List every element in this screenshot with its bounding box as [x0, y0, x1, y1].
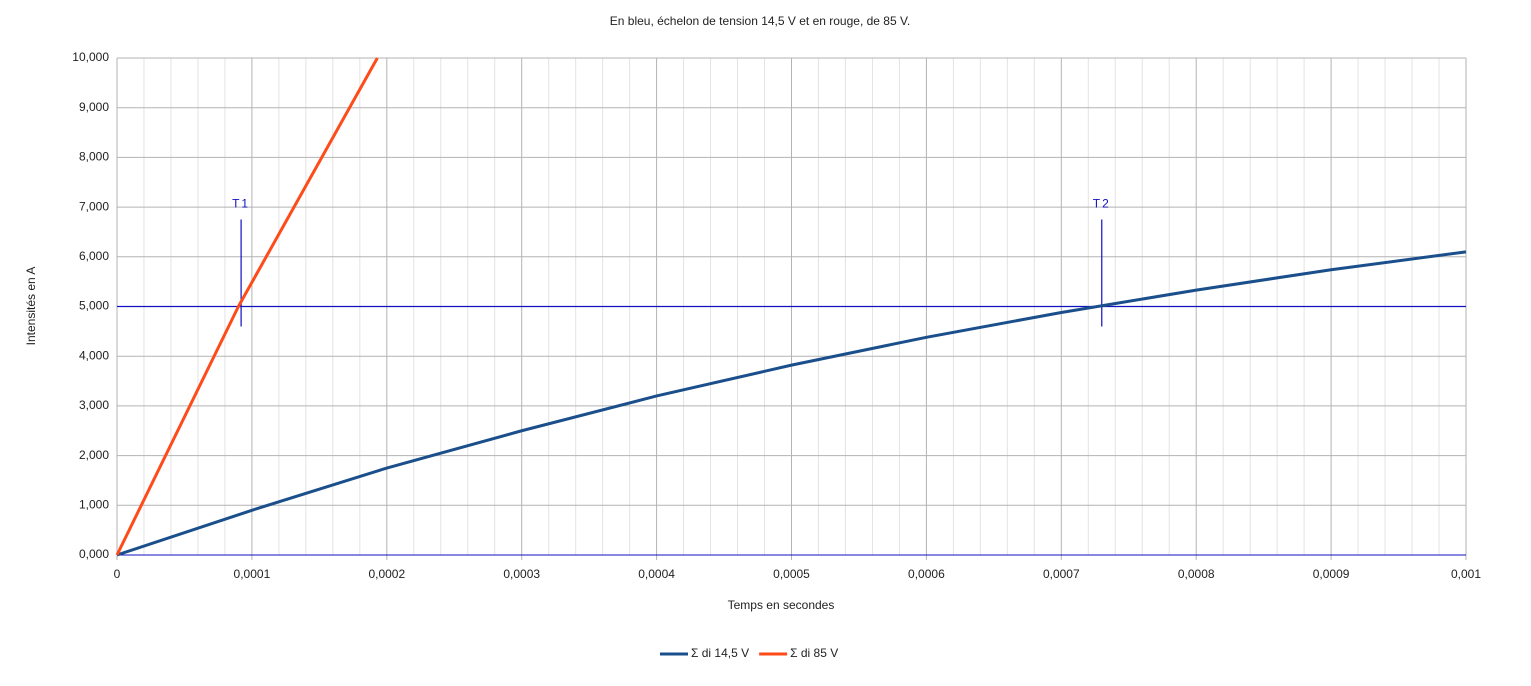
x-tick-label: 0,0002: [368, 567, 405, 581]
y-tick-label: 2,000: [79, 448, 109, 462]
annotation-text: T1: [232, 197, 250, 211]
legend-label: Σ di 85 V: [790, 646, 838, 660]
x-axis-label: Temps en secondes: [728, 598, 835, 612]
legend-label: Σ di 14,5 V: [691, 646, 749, 660]
y-tick-label: 0,000: [79, 547, 109, 561]
x-tick-label: 0,001: [1451, 567, 1481, 581]
y-tick-label: 10,000: [72, 50, 109, 64]
x-tick-label: 0: [114, 567, 121, 581]
x-tick-label: 0,0008: [1178, 567, 1215, 581]
x-tick-label: 0,0004: [638, 567, 675, 581]
x-tick-label: 0,0003: [503, 567, 540, 581]
series-line: [116, 250, 1467, 557]
x-tick-label: 0,0009: [1313, 567, 1350, 581]
y-tick-label: 7,000: [79, 199, 109, 213]
y-tick-label: 5,000: [79, 299, 109, 313]
x-tick-label: 0,0001: [234, 567, 271, 581]
y-axis-label: Intensités en A: [24, 267, 38, 346]
y-tick-label: 6,000: [79, 249, 109, 263]
y-tick-label: 8,000: [79, 150, 109, 164]
y-tick-label: 1,000: [79, 497, 109, 511]
y-tick-label: 3,000: [79, 398, 109, 412]
chart-title: En bleu, échelon de tension 14,5 V et en…: [610, 14, 910, 28]
series-line: [115, 57, 379, 556]
x-tick-label: 0,0006: [908, 567, 945, 581]
x-tick-label: 0,0007: [1043, 567, 1080, 581]
y-tick-label: 4,000: [79, 348, 109, 362]
x-tick-label: 0,0005: [773, 567, 810, 581]
annotation-text: T2: [1093, 197, 1111, 211]
y-tick-label: 9,000: [79, 100, 109, 114]
